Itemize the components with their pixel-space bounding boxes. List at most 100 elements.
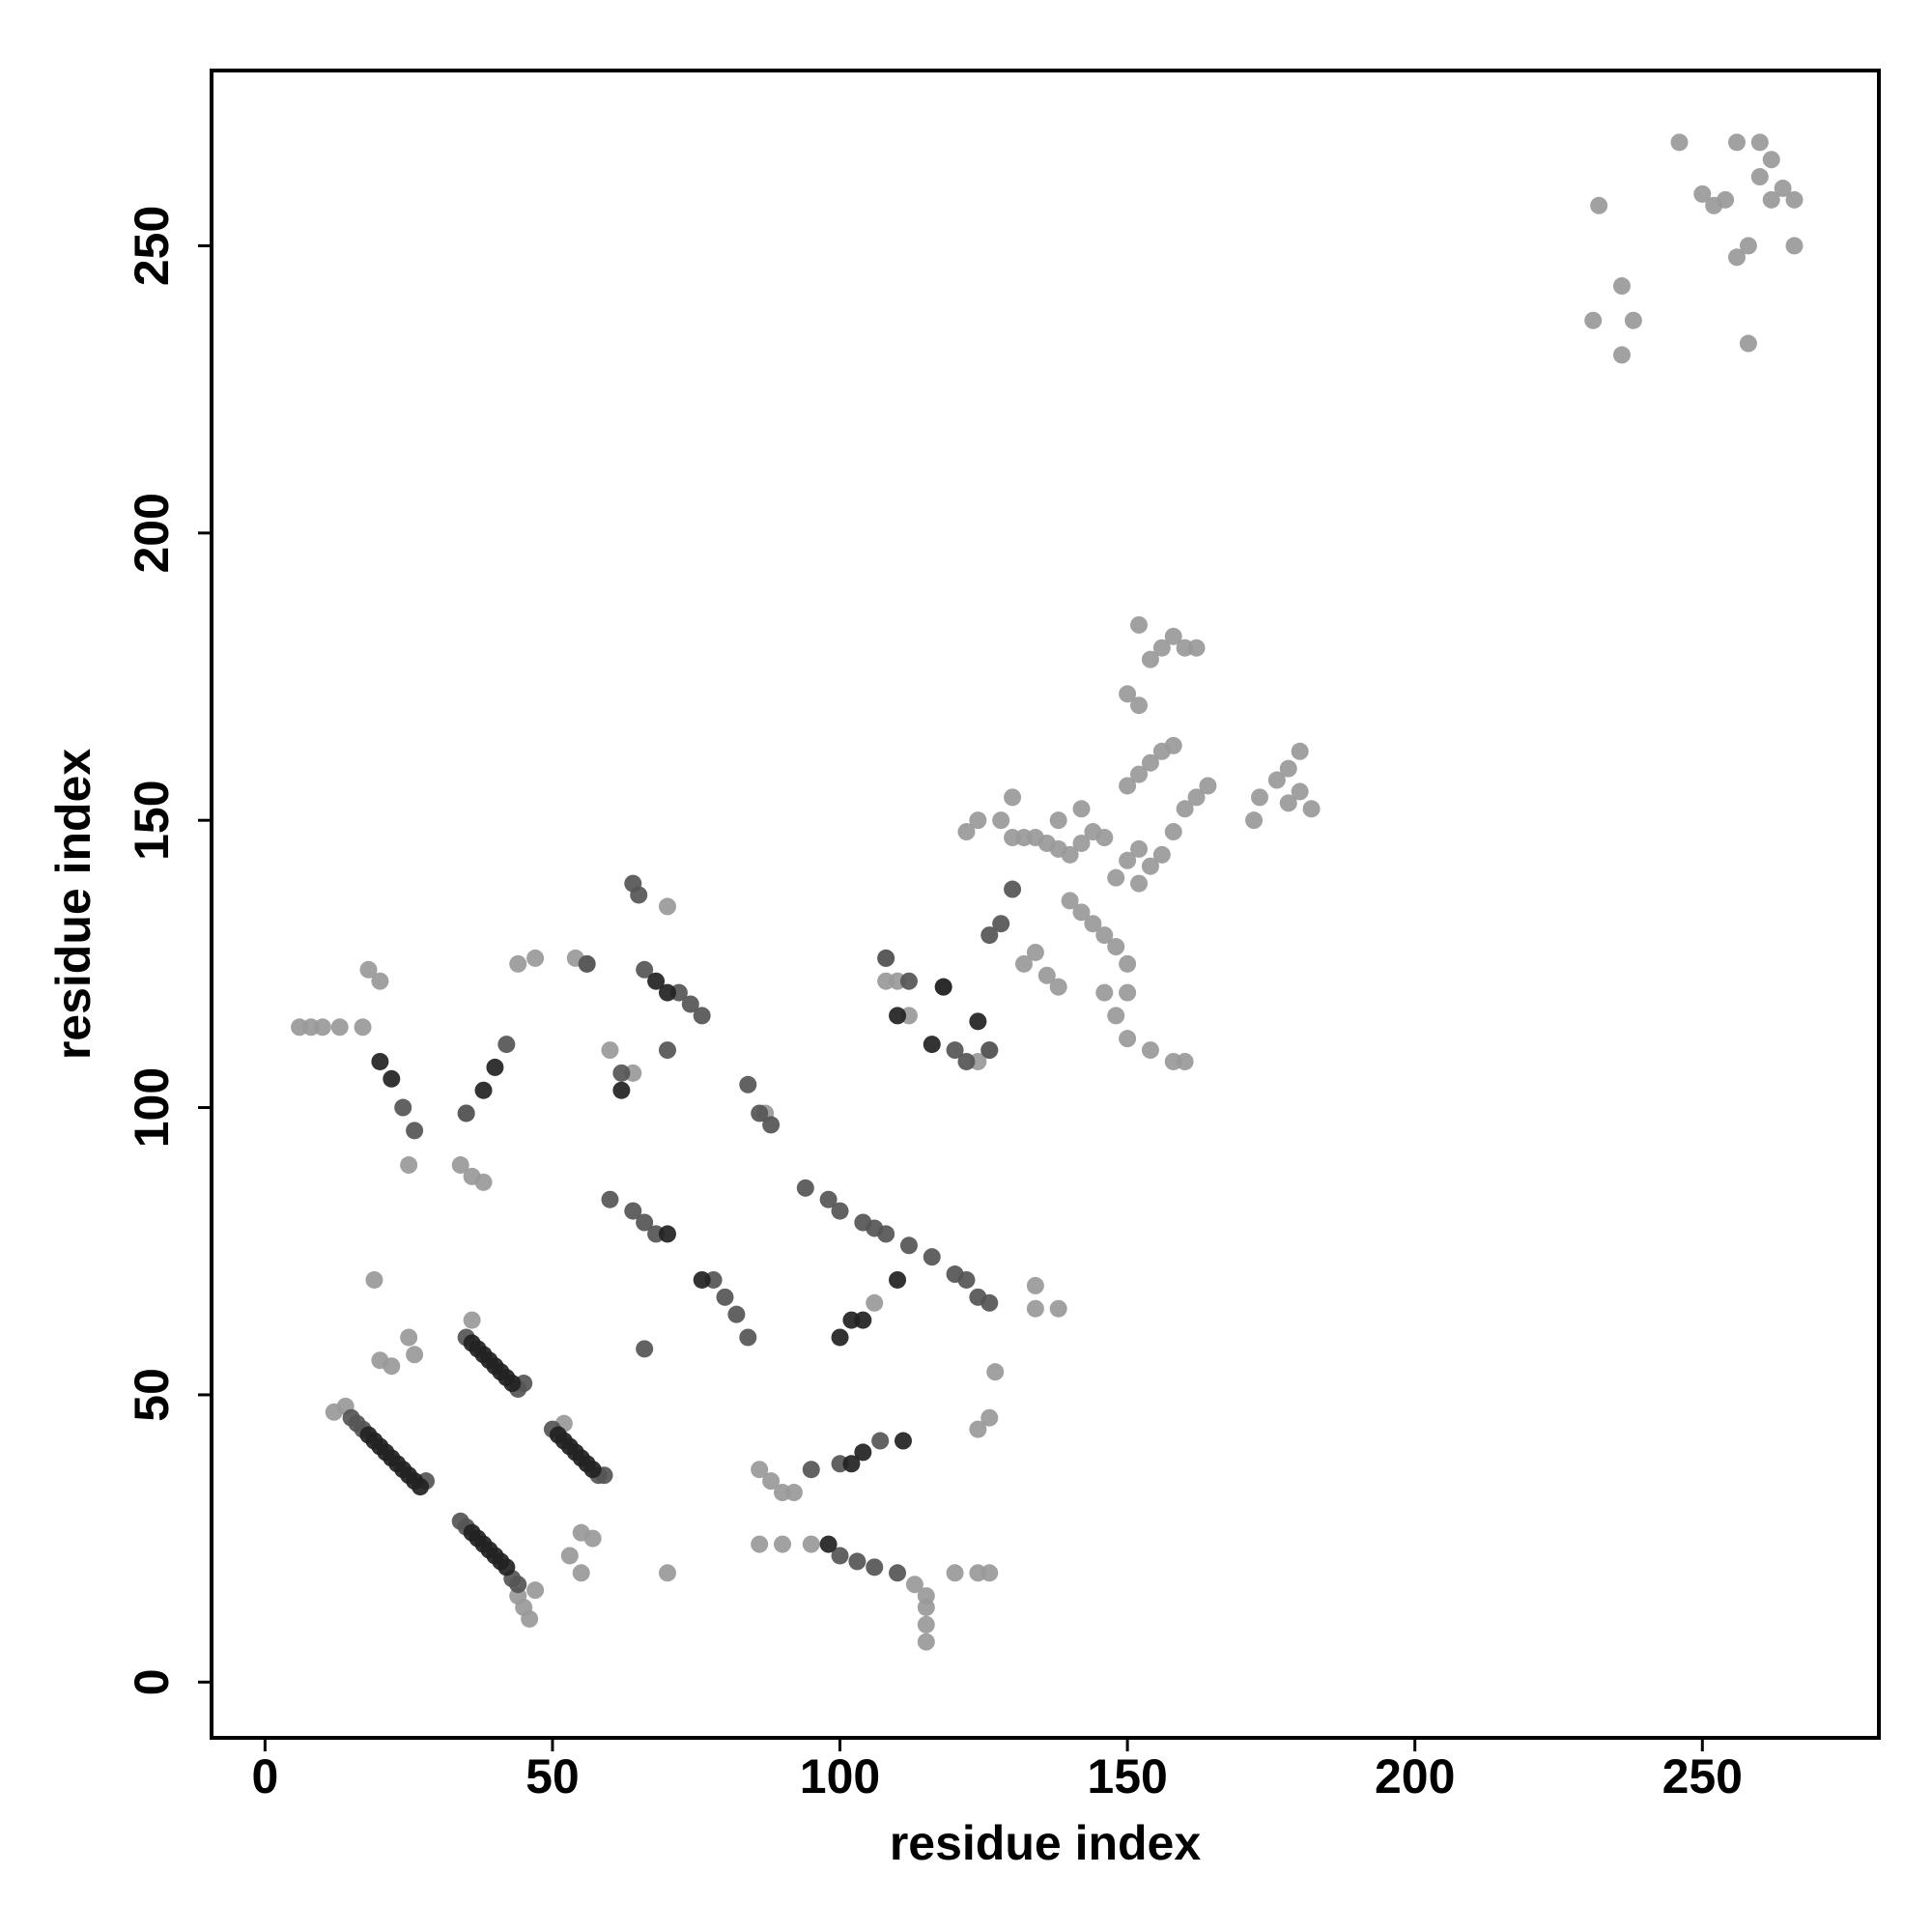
contact-point — [784, 1484, 803, 1502]
contact-point — [969, 1012, 987, 1031]
contact-point — [572, 1564, 590, 1582]
contact-point — [802, 1535, 820, 1553]
contact-point — [957, 1270, 976, 1289]
y-tick-label: 200 — [125, 493, 179, 573]
contact-point — [946, 1041, 964, 1060]
contact-point — [1095, 829, 1114, 847]
contact-point — [1049, 978, 1067, 996]
contact-point — [365, 1270, 384, 1289]
y-axis-title: residue index — [46, 749, 100, 1061]
contact-point — [330, 1018, 349, 1037]
contact-point — [503, 1375, 522, 1393]
contact-point — [877, 949, 895, 967]
contact-point — [1245, 811, 1264, 830]
x-tick-label: 250 — [1662, 1749, 1743, 1804]
contact-point — [400, 1328, 418, 1347]
contact-point — [842, 1455, 861, 1473]
contact-point — [917, 1633, 935, 1651]
contact-point — [612, 1064, 631, 1082]
contact-point — [1693, 185, 1712, 203]
contact-point — [992, 915, 1010, 933]
contact-point — [1750, 133, 1769, 152]
contact-point — [451, 1156, 469, 1175]
plot-frame — [210, 69, 1881, 1740]
contact-point — [1291, 742, 1309, 760]
contact-point — [1590, 196, 1608, 214]
contact-point — [1026, 1299, 1044, 1318]
y-tick-label: 150 — [125, 780, 179, 860]
contact-point — [1130, 839, 1149, 858]
contact-point — [1624, 311, 1642, 329]
x-tick-label: 200 — [1375, 1749, 1455, 1804]
contact-point — [1739, 334, 1757, 353]
contact-point — [647, 972, 666, 990]
contact-point — [1061, 845, 1079, 864]
contact-point — [474, 1081, 493, 1099]
contact-point — [762, 1472, 781, 1491]
contact-point — [751, 1461, 769, 1479]
contact-point — [969, 1420, 987, 1438]
contact-point — [727, 1305, 746, 1323]
contact-point — [658, 1225, 676, 1243]
contact-point — [624, 1202, 642, 1220]
contact-point — [636, 960, 654, 979]
contact-point — [394, 1098, 412, 1117]
contact-point — [1727, 248, 1746, 267]
contact-point — [583, 1529, 602, 1548]
contact-point — [1004, 880, 1022, 898]
contact-point — [1130, 765, 1149, 783]
contact-point — [831, 1547, 849, 1565]
y-tick-label: 0 — [125, 1668, 179, 1695]
contact-point — [400, 1156, 418, 1175]
contact-point — [1119, 685, 1137, 703]
contact-point — [1267, 771, 1286, 789]
contact-point — [406, 1346, 424, 1364]
contact-point — [658, 983, 676, 1002]
contact-point — [497, 1036, 516, 1054]
contact-point — [371, 972, 389, 990]
contact-point — [630, 886, 648, 904]
contact-point — [354, 1018, 372, 1037]
contact-point — [980, 1564, 999, 1582]
contact-point — [1164, 823, 1182, 841]
contact-point — [1095, 983, 1114, 1002]
contact-point — [1302, 800, 1321, 818]
contact-point — [474, 1173, 493, 1191]
contact-point — [1727, 133, 1746, 152]
contact-point — [1739, 237, 1757, 255]
contact-point — [1774, 179, 1792, 197]
contact-point — [957, 823, 976, 841]
contact-point — [980, 1041, 999, 1060]
y-tick-label: 250 — [125, 206, 179, 286]
contact-point — [526, 949, 545, 967]
contact-point — [497, 1558, 516, 1577]
contact-point — [1176, 1052, 1194, 1070]
contact-point — [980, 926, 999, 945]
contact-point — [716, 1288, 734, 1306]
contact-point — [1141, 857, 1159, 875]
contact-point — [1107, 938, 1125, 956]
contact-point — [854, 1311, 872, 1329]
contact-point — [923, 1248, 941, 1266]
contact-point — [658, 897, 676, 916]
contact-point — [1072, 903, 1091, 922]
contact-point — [923, 1036, 941, 1054]
contact-point — [819, 1190, 838, 1208]
contact-point — [1130, 615, 1149, 634]
contact-point — [359, 960, 378, 979]
contact-point — [751, 1535, 769, 1553]
contact-point — [1026, 943, 1044, 961]
contact-point — [992, 811, 1010, 830]
contact-point — [1717, 190, 1735, 209]
contact-point — [1049, 811, 1067, 830]
contact-point — [1164, 627, 1182, 645]
contact-point — [1612, 277, 1631, 296]
contact-point — [1584, 311, 1603, 329]
contact-point — [1279, 759, 1297, 778]
contact-point — [889, 1007, 907, 1025]
contact-point — [578, 954, 596, 973]
contact-point — [1670, 133, 1689, 152]
contact-point — [658, 1564, 676, 1582]
contact-point — [1762, 151, 1780, 169]
